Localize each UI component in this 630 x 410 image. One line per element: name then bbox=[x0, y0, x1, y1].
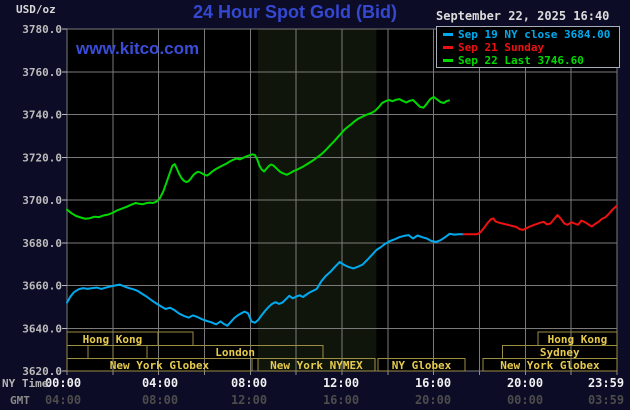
legend-dash-icon bbox=[443, 33, 453, 36]
x-axis-label-gmt: 03:59 bbox=[588, 393, 624, 407]
price-unit-label: USD/oz bbox=[16, 3, 56, 16]
x-axis-label-ny: 00:00 bbox=[45, 376, 81, 390]
legend-dash-icon bbox=[443, 59, 453, 62]
session-label: New York Globex bbox=[500, 359, 600, 372]
y-axis-label: 3680.0 bbox=[22, 237, 62, 250]
chart-title: 24 Hour Spot Gold (Bid) bbox=[193, 2, 397, 22]
session-label: Sydney bbox=[540, 346, 580, 359]
session-label: Hong Kong bbox=[548, 333, 608, 346]
legend-item-label: Sep 19 NY close 3684.00 bbox=[458, 28, 611, 41]
x-axis-label-gmt: 04:00 bbox=[45, 393, 81, 407]
x-axis-label-ny: 20:00 bbox=[507, 376, 543, 390]
ny-time-axis-label: NY Time bbox=[2, 377, 49, 390]
x-axis-label-gmt: 16:00 bbox=[323, 393, 359, 407]
x-axis-label-ny: 16:00 bbox=[415, 376, 451, 390]
session-box-new-york-globex bbox=[482, 358, 618, 372]
y-axis-label: 3740.0 bbox=[22, 109, 62, 122]
session-box-new-york-globex bbox=[66, 358, 253, 372]
x-axis-label-ny: 04:00 bbox=[142, 376, 178, 390]
kitco-watermark: www.kitco.com bbox=[76, 39, 200, 58]
x-axis-label-gmt: 20:00 bbox=[415, 393, 451, 407]
series-line-sep-19-ny-close bbox=[66, 232, 465, 327]
session-label: London bbox=[215, 346, 255, 359]
x-axis-label-ny: 23:59 bbox=[588, 376, 624, 390]
y-axis-label: 3780.0 bbox=[22, 23, 62, 36]
session-label: NY Globex bbox=[392, 359, 452, 372]
x-axis-label-gmt: 12:00 bbox=[231, 393, 267, 407]
y-axis-label: 3720.0 bbox=[22, 151, 62, 164]
legend-item: Sep 21 Sunday bbox=[443, 41, 617, 54]
x-axis-label-ny: 12:00 bbox=[323, 376, 359, 390]
session-box-ny-globex bbox=[377, 358, 466, 372]
y-axis-label: 3760.0 bbox=[22, 66, 62, 79]
series-line-sep-21-sunday bbox=[462, 205, 618, 236]
legend-item: Sep 22 Last 3746.60 bbox=[443, 54, 617, 67]
y-axis-label: 3660.0 bbox=[22, 280, 62, 293]
y-axis-label: 3620.0 bbox=[22, 365, 62, 378]
legend-item: Sep 19 NY close 3684.00 bbox=[443, 28, 617, 41]
session-box-new-york-nymex bbox=[257, 358, 376, 372]
legend-dash-icon bbox=[443, 46, 453, 49]
chart-datetime: September 22, 2025 16:40 bbox=[436, 9, 610, 23]
session-label: Hong Kong bbox=[83, 333, 143, 346]
gmt-axis-label: GMT bbox=[10, 394, 30, 407]
x-axis-label-ny: 08:00 bbox=[231, 376, 267, 390]
session-label: New York NYMEX bbox=[270, 359, 363, 372]
legend-item-label: Sep 21 Sunday bbox=[458, 41, 545, 54]
y-axis-label: 3700.0 bbox=[22, 194, 62, 207]
y-axis-label: 3640.0 bbox=[22, 322, 62, 335]
legend-item-label: Sep 22 Last 3746.60 bbox=[458, 54, 584, 67]
session-label: New York Globex bbox=[110, 359, 210, 372]
series-line-sep-22-last bbox=[66, 96, 450, 220]
x-axis-label-gmt: 00:00 bbox=[507, 393, 543, 407]
legend: Sep 19 NY close 3684.00 Sep 21 Sunday Se… bbox=[436, 26, 620, 68]
x-axis-label-gmt: 08:00 bbox=[142, 393, 178, 407]
